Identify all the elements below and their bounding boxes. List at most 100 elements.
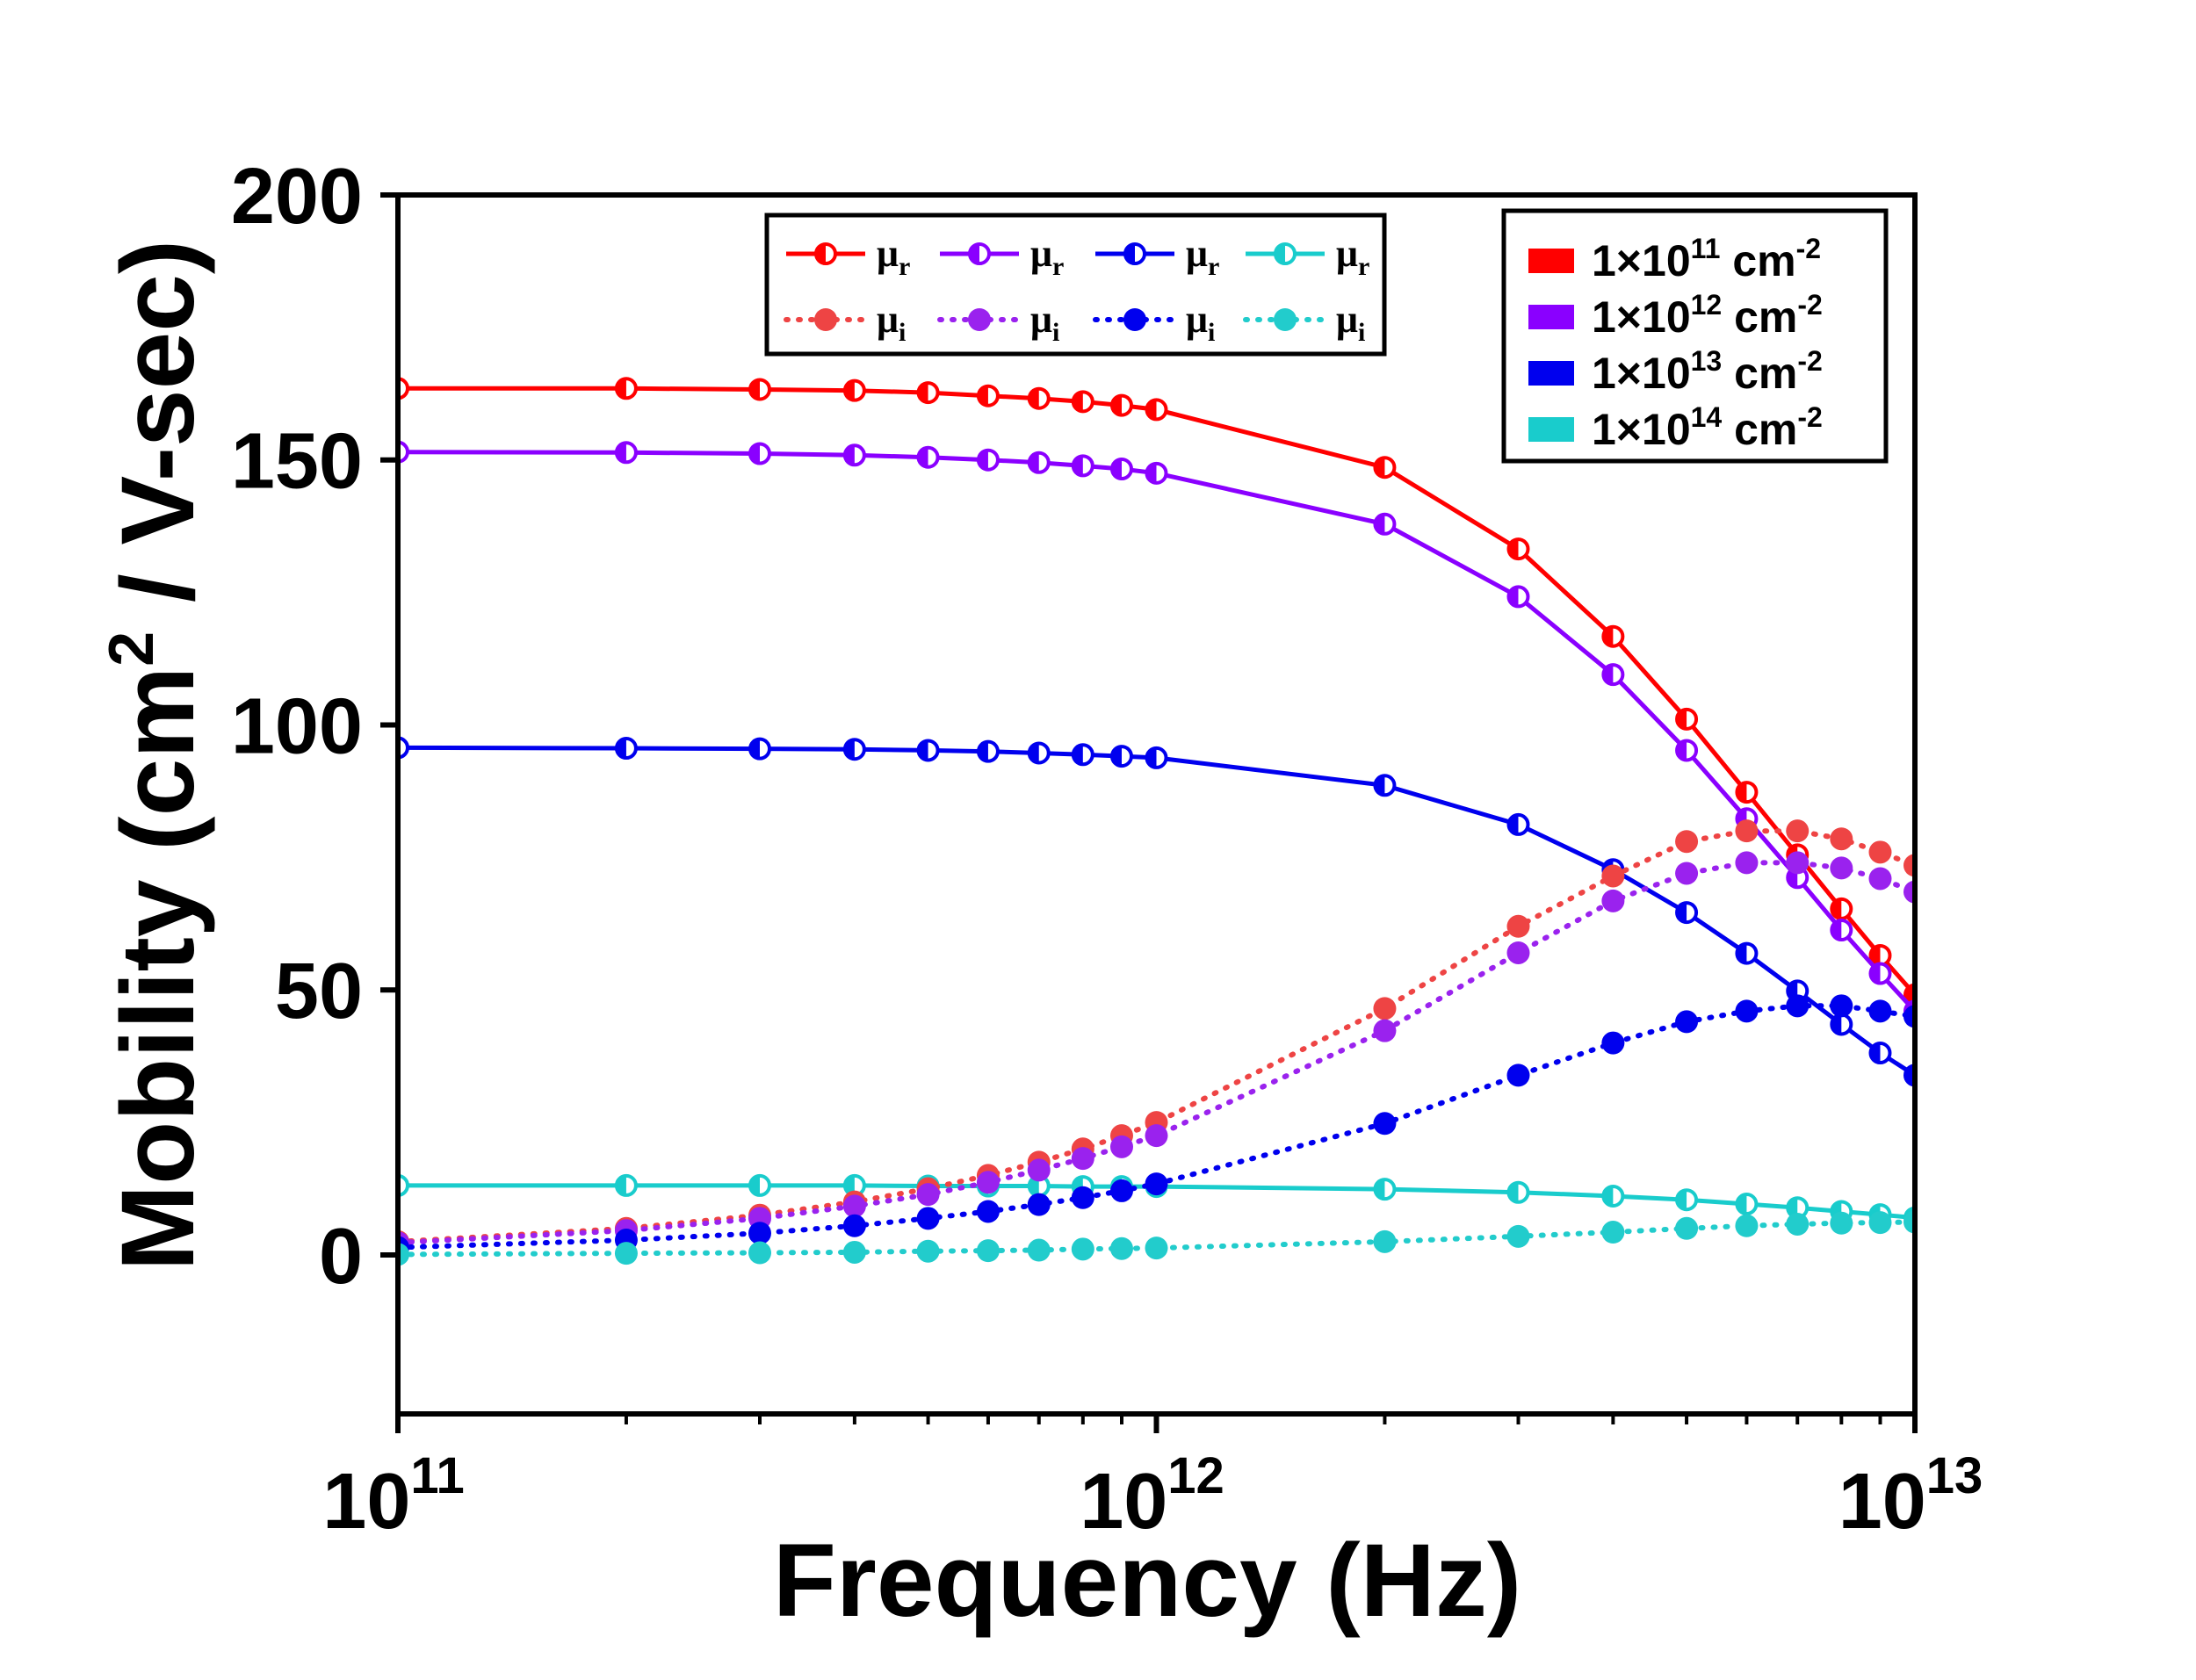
data-point: [614, 737, 638, 761]
legend-swatch: [1528, 361, 1574, 386]
data-point: [1786, 851, 1810, 875]
legend-marker-mu-r: [814, 242, 837, 265]
data-point: [916, 739, 940, 762]
data-point: [1373, 997, 1397, 1020]
data-point: [1027, 451, 1051, 474]
data-point: [1601, 1031, 1625, 1055]
legend-label-mu-i: μi: [1030, 298, 1059, 347]
series-mu_i-7: [398, 1210, 1915, 1266]
data-point: [1071, 743, 1094, 767]
data-point: [1830, 1013, 1853, 1036]
data-point: [1601, 889, 1625, 912]
data-point: [1373, 1019, 1397, 1042]
y-tick-label: 100: [231, 682, 363, 770]
data-point: [1868, 1211, 1892, 1235]
data-point: [748, 1241, 771, 1265]
data-point: [1868, 867, 1892, 890]
data-point: [916, 381, 940, 405]
plot-series: [398, 377, 1915, 1266]
data-point: [976, 739, 1000, 763]
data-point: [1735, 851, 1759, 875]
data-point: [748, 378, 771, 401]
y-tick-label: 0: [319, 1213, 363, 1301]
data-point: [1071, 390, 1094, 414]
data-point: [1506, 914, 1530, 938]
data-point: [976, 1200, 1000, 1223]
data-point: [1373, 1112, 1397, 1136]
data-point: [1071, 454, 1094, 478]
data-point: [1830, 827, 1853, 851]
data-point: [1506, 812, 1530, 836]
data-point: [916, 445, 940, 469]
data-point: [1786, 1212, 1810, 1236]
data-point: [1830, 1211, 1853, 1235]
legend-marker-mu-r: [1123, 242, 1146, 265]
x-tick-label: 1013: [1838, 1447, 1983, 1546]
data-point: [1109, 1237, 1133, 1260]
data-point: [1830, 897, 1853, 920]
legend-marker-mu-r: [1274, 242, 1297, 265]
data-point: [916, 1239, 940, 1263]
data-point: [1735, 819, 1759, 843]
data-point: [1145, 1172, 1168, 1196]
data-point: [1027, 741, 1051, 765]
data-point: [1675, 901, 1699, 925]
data-point: [1735, 999, 1759, 1023]
data-point: [842, 1214, 866, 1237]
legend-marker-mu-i: [1123, 308, 1146, 331]
data-point: [1071, 1186, 1094, 1209]
legend-label-mu-r: μr: [1186, 232, 1219, 281]
data-point: [1868, 962, 1892, 985]
data-point: [1506, 585, 1530, 609]
legend-label-mu-i: μi: [877, 298, 906, 347]
data-point: [1145, 398, 1168, 422]
data-point: [1373, 1229, 1397, 1253]
data-point: [748, 1173, 771, 1197]
data-point: [842, 1194, 866, 1218]
legend-label-mu-r: μr: [877, 232, 910, 281]
data-point: [1109, 745, 1133, 768]
data-point: [1675, 1010, 1699, 1034]
data-point: [842, 1240, 866, 1264]
legend-left-box: [764, 213, 1387, 357]
y-tick-label: 50: [275, 948, 363, 1035]
legend-swatch: [1528, 417, 1574, 442]
data-point: [1868, 999, 1892, 1023]
data-point: [1830, 994, 1853, 1018]
data-point: [842, 443, 866, 467]
data-point: [1735, 1214, 1759, 1237]
data-point: [748, 1222, 771, 1245]
data-point: [916, 1183, 940, 1207]
data-point: [1675, 830, 1699, 854]
data-point: [842, 738, 866, 761]
legend-concentration: 1×1011 cm-21×1012 cm-21×1013 cm-21×1014 …: [1501, 208, 1889, 464]
data-point: [398, 1243, 409, 1266]
series-mu_r-1: [398, 440, 1915, 1023]
y-tick-label: 200: [231, 153, 363, 241]
data-point: [1109, 393, 1133, 417]
data-point: [1506, 941, 1530, 964]
data-point: [1145, 461, 1168, 485]
data-point: [1735, 941, 1759, 965]
data-point: [1109, 1135, 1133, 1158]
legend-label-mu-i: μi: [1186, 298, 1215, 347]
data-point: [1373, 456, 1397, 479]
legend-component: μr μi μr μi μr μi μr μi: [764, 213, 1387, 357]
data-point: [1868, 840, 1892, 864]
data-point: [1786, 994, 1810, 1018]
y-axis-title: Mobility (cm2 / V-sec): [97, 240, 216, 1271]
series-mu_r-2: [398, 736, 1915, 1087]
legend-swatch: [1528, 249, 1574, 273]
data-point: [1601, 663, 1625, 687]
data-point: [1868, 1042, 1892, 1065]
data-point: [1675, 1188, 1699, 1212]
legend-label: 1×1013 cm-2: [1592, 345, 1823, 398]
data-point: [1903, 854, 1915, 877]
data-point: [614, 1173, 638, 1197]
data-point: [1903, 1210, 1915, 1234]
data-point: [748, 737, 771, 761]
data-point: [1027, 386, 1051, 410]
legend-label: 1×1012 cm-2: [1592, 289, 1823, 342]
data-point: [1373, 1178, 1397, 1201]
